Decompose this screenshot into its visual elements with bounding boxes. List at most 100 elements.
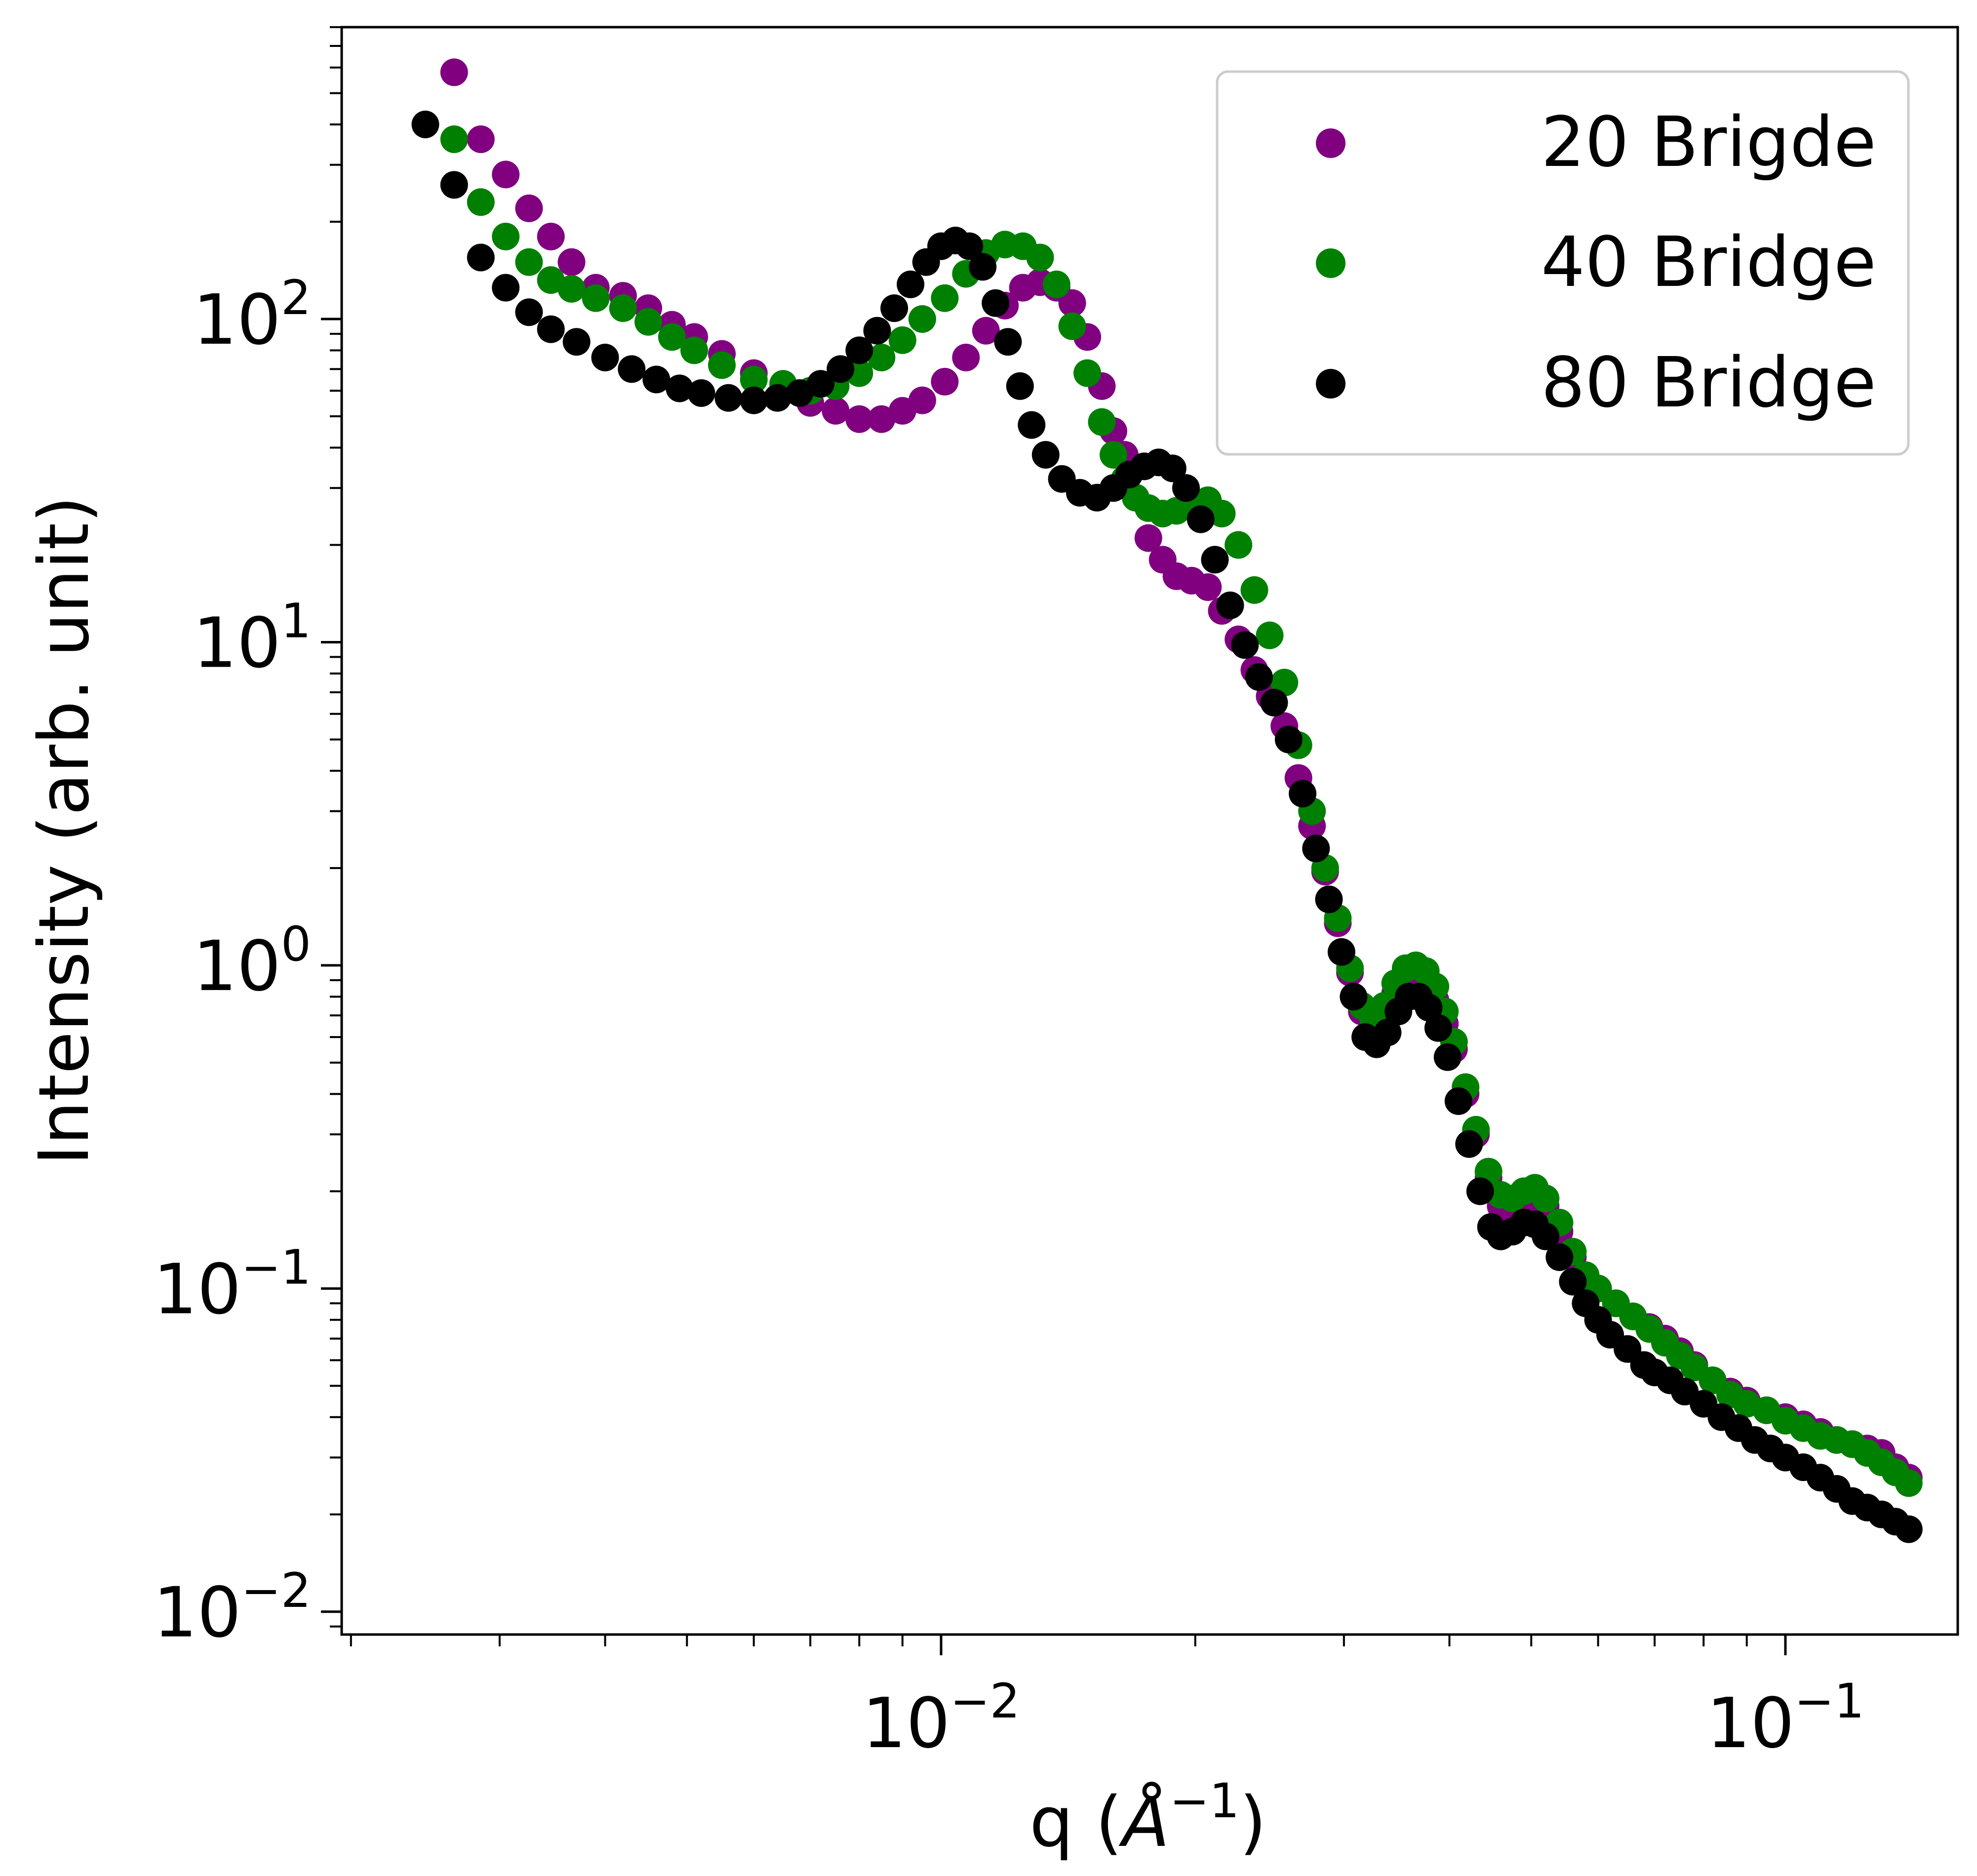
data-point	[1158, 454, 1186, 482]
x-axis-label-close: )	[1239, 1782, 1266, 1863]
data-point	[822, 397, 850, 425]
data-point	[1433, 1043, 1462, 1071]
data-point	[492, 274, 520, 302]
data-point	[763, 384, 791, 412]
x-tick-label: 10−2	[862, 1674, 1020, 1764]
y-tick-label: 102	[193, 270, 311, 360]
plot-frame	[340, 26, 1959, 1636]
data-point	[411, 111, 439, 138]
data-point	[1088, 408, 1116, 436]
data-point	[1444, 1087, 1472, 1115]
data-point	[1231, 631, 1259, 659]
data-point	[863, 317, 891, 345]
data-point	[609, 294, 637, 322]
data-point	[1559, 1268, 1587, 1296]
data-point	[1201, 546, 1229, 574]
legend-marker-40-bridge	[1316, 248, 1345, 278]
data-point	[845, 405, 873, 433]
data-point	[658, 323, 686, 351]
data-point	[1340, 983, 1368, 1011]
data-point	[687, 379, 715, 407]
data-point	[1424, 1014, 1452, 1042]
x-tick-label: 10−1	[1706, 1674, 1864, 1764]
data-point	[1194, 573, 1222, 601]
x-axis-label-exponent: −1	[1170, 1773, 1240, 1829]
data-point	[515, 248, 543, 276]
data-point	[982, 289, 1010, 317]
y-tick-label: 100	[193, 917, 311, 1007]
data-point	[868, 344, 896, 371]
legend: 20 Brigde 40 Bridge 80 Bridge	[1216, 70, 1910, 456]
x-axis-label-text: q (	[1029, 1782, 1122, 1863]
data-point	[708, 351, 736, 379]
ticks-layer: 10−2 10−1 102 101 100 10−1 10−2	[153, 26, 1864, 1764]
data-point	[1058, 312, 1086, 340]
data-point	[1327, 938, 1355, 966]
series-80-bridge	[411, 111, 1923, 1543]
data-point	[440, 58, 468, 86]
data-point	[897, 270, 925, 298]
data-point	[1532, 1222, 1560, 1250]
data-point	[440, 171, 468, 199]
legend-marker-20-brigde	[1316, 128, 1345, 158]
legend-label-20-brigde: 20 Brigde	[1541, 102, 1876, 183]
data-point	[1225, 531, 1253, 559]
data-point	[634, 308, 662, 336]
data-point	[1374, 1018, 1402, 1046]
data-point	[1260, 688, 1288, 717]
data-point	[1895, 1469, 1923, 1497]
data-point	[1100, 441, 1127, 469]
data-point	[492, 223, 520, 250]
data-point	[515, 194, 543, 222]
data-point	[1466, 1177, 1494, 1205]
data-point	[537, 223, 565, 250]
x-axis-label: q (Å−1)	[1029, 1773, 1266, 1863]
data-point	[1018, 411, 1046, 439]
data-point	[1240, 576, 1268, 604]
data-point	[515, 298, 543, 326]
data-point	[714, 384, 743, 412]
data-point	[557, 275, 586, 303]
y-tick-label: 101	[193, 593, 311, 683]
data-point	[952, 344, 980, 371]
data-point	[440, 125, 468, 153]
data-point	[827, 355, 855, 383]
series-layer	[411, 58, 1923, 1543]
data-point	[931, 367, 959, 396]
data-point	[1134, 524, 1162, 552]
data-point	[1058, 289, 1086, 317]
data-point	[908, 386, 936, 414]
legend-label-40-bridge: 40 Bridge	[1541, 222, 1876, 303]
data-point	[1895, 1515, 1923, 1543]
data-point	[1302, 835, 1330, 863]
data-point	[740, 365, 768, 394]
data-point	[1031, 441, 1060, 469]
data-point	[807, 370, 835, 398]
data-point	[467, 243, 495, 272]
data-point	[994, 328, 1022, 356]
legend-label-80-bridge: 80 Bridge	[1541, 343, 1876, 423]
data-point	[1274, 725, 1303, 754]
data-point	[868, 405, 896, 433]
data-point	[467, 188, 495, 216]
data-point	[931, 284, 959, 312]
data-point	[1042, 270, 1070, 298]
data-point	[492, 160, 520, 189]
data-point	[642, 365, 671, 394]
data-point	[537, 315, 565, 343]
y-axis-label: Intensity (arb. unit)	[24, 496, 105, 1165]
data-point	[1545, 1243, 1574, 1271]
data-point	[1256, 621, 1284, 649]
data-point	[969, 253, 997, 281]
data-point	[618, 355, 646, 383]
data-point	[582, 284, 610, 312]
data-point	[562, 328, 591, 356]
data-point	[1186, 505, 1215, 533]
data-point	[786, 379, 814, 407]
legend-marker-80-bridge	[1316, 369, 1345, 399]
data-point	[1073, 359, 1102, 387]
legend-frame	[1216, 70, 1910, 456]
data-point	[557, 248, 586, 276]
data-point	[845, 336, 873, 364]
